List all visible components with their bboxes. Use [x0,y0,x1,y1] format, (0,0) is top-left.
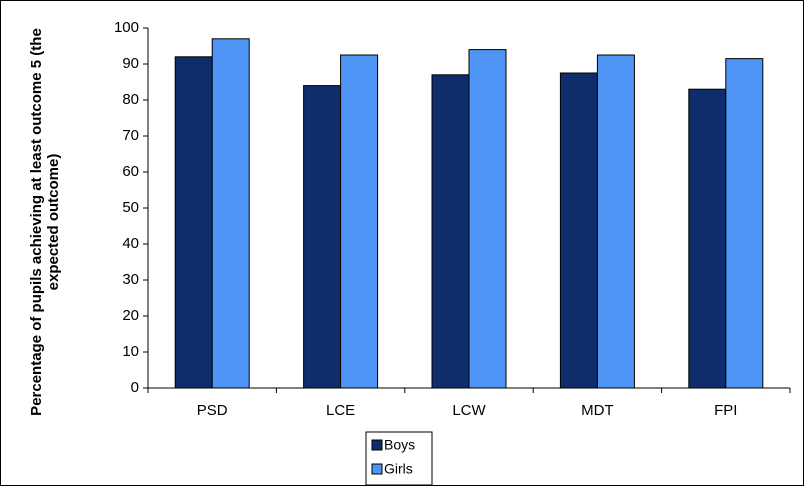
y-tick-label: 90 [122,55,139,72]
bar [596,54,635,389]
bar [303,85,342,389]
x-tick-label: LCW [452,402,486,419]
y-tick-label: 80 [122,91,139,108]
bar [725,58,764,389]
bar [688,88,727,389]
y-tick-label: 0 [131,379,139,396]
bar [468,49,507,389]
y-tick-label: 10 [122,343,139,360]
y-tick-label: 20 [122,307,139,324]
y-tick-label: 60 [122,163,139,180]
bar [559,72,598,389]
bar [340,54,379,389]
x-tick-label: PSD [197,402,228,419]
y-tick-label: 70 [122,127,139,144]
y-axis-label: Percentage of pupils achieving at least … [28,28,62,416]
y-tick-label: 100 [114,19,139,36]
x-tick-label: LCE [326,402,355,419]
y-tick-label: 40 [122,235,139,252]
bar [431,74,470,389]
legend-label: Girls [384,461,413,477]
legend-swatch [371,439,383,451]
legend-box [365,431,433,486]
bar [211,38,250,389]
legend-label: Boys [384,437,415,453]
y-tick-label: 30 [122,271,139,288]
x-tick-label: FPI [714,402,737,419]
y-tick-label: 50 [122,199,139,216]
bar [174,56,213,389]
legend-swatch [371,463,383,475]
x-tick-label: MDT [581,402,614,419]
